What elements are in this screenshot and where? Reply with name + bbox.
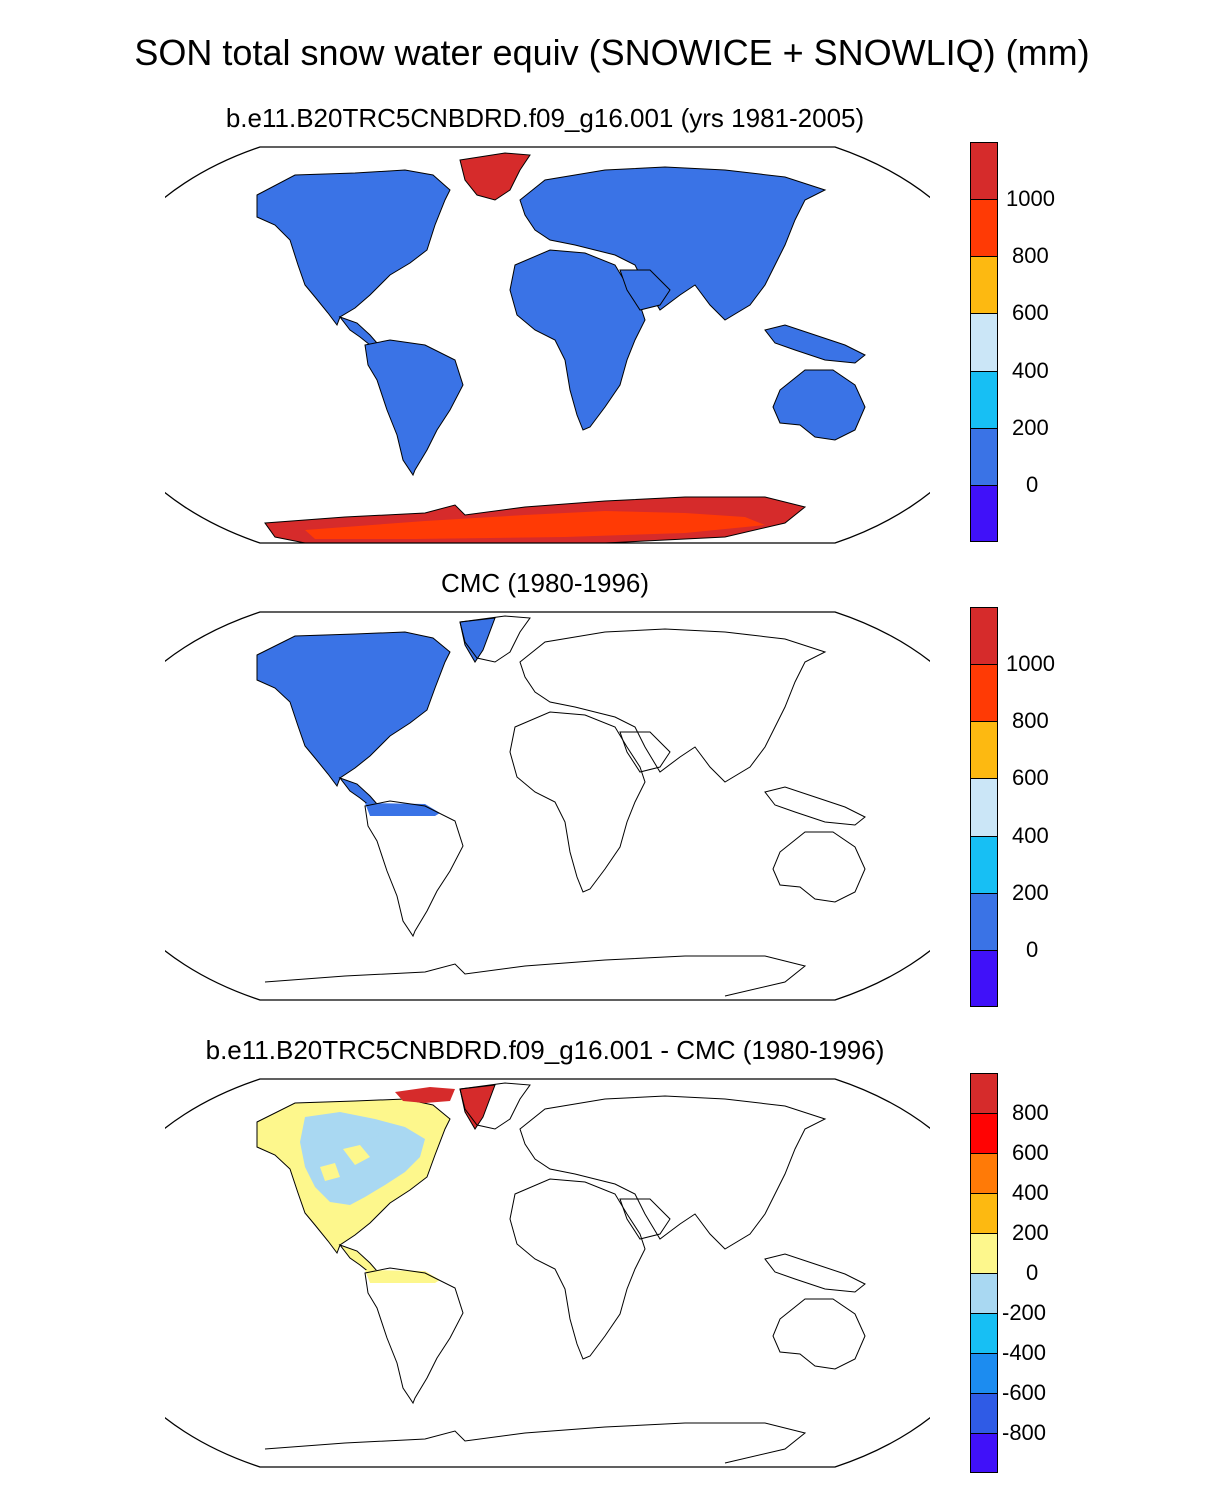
arabia-outline [619,731,671,773]
colorbar-label: -200 [1002,1300,1047,1325]
panel-2-map [165,611,930,1001]
colorbar-swatch [970,1073,998,1113]
africa-outline [509,1178,646,1360]
antarctica-outline [264,955,807,997]
north-america-negative-patch-2 [350,1123,380,1141]
colorbar-label: 1000 [1006,186,1055,212]
panel-1-fields [256,152,866,543]
colorbar-swatch [970,949,998,1007]
colorbar-label: 800 [1012,243,1049,269]
colorbar-swatch [970,484,998,542]
north-america-landmass [256,631,451,788]
central-america-landmass [338,776,378,807]
colorbar-label: 200 [1012,879,1049,905]
greenland-field [459,617,496,663]
australia-outline [772,1298,866,1370]
greenland-field [459,1084,496,1130]
panel-1-colorbar: 1000 800 600 400 200 0 [970,142,1055,542]
colorbar-swatch [970,427,998,485]
colorbar-swatch [970,607,998,665]
panel-2-colorbar: 1000 800 600 400 200 0 [970,607,1055,1007]
south-america-landmass [364,339,464,477]
colorbar-label: 200 [1012,1220,1049,1245]
arabia-outline [619,1198,671,1240]
eurasia-outline [519,1095,827,1250]
colorbar-label: -800 [1002,1420,1047,1445]
colorbar-swatch [970,1393,998,1433]
south-america-outline [364,1267,464,1405]
panel-1-map [165,146,930,544]
panel-3-title: b.e11.B20TRC5CNBDRD.f09_g16.001 - CMC (1… [205,1035,885,1065]
colorbar-swatch [970,1273,998,1313]
panel-2-map-border [165,611,930,1001]
colorbar-swatch [970,199,998,257]
africa-landmass [509,249,646,431]
colorbar-swatch [970,778,998,836]
colorbar-swatch [970,1353,998,1393]
panel-3-map-border [165,1078,930,1468]
colorbar-swatch [970,142,998,200]
se-asia-islands [764,324,866,364]
colorbar-label: -400 [1002,1340,1047,1365]
south-america-north-field [365,803,440,816]
se-asia-outline [764,1253,866,1293]
colorbar-label: 600 [1012,300,1049,326]
north-america-landmass [256,169,451,327]
colorbar-swatch [970,1113,998,1153]
greenland-landmass [459,152,531,201]
colorbar-swatch [970,1153,998,1193]
se-asia-outline [764,786,866,826]
colorbar-swatch [970,313,998,371]
colorbar-label: 800 [1012,1100,1049,1125]
south-america-north-field [365,1270,440,1283]
arabia-landmass [619,269,671,311]
arctic-islands-positive [395,1087,455,1103]
north-america-positive-patch [343,1145,370,1165]
colorbar-label: 400 [1012,357,1049,383]
panel-1-title: b.e11.B20TRC5CNBDRD.f09_g16.001 (yrs 198… [225,103,865,133]
colorbar-label: 0 [1026,1260,1039,1285]
colorbar-label: 200 [1012,414,1049,440]
colorbar-swatch [970,835,998,893]
figure-title: SON total snow water equiv (SNOWICE + SN… [134,32,1090,73]
colorbar-swatch [970,721,998,779]
colorbar-swatch [970,1433,998,1473]
colorbar-swatch [970,1233,998,1273]
central-america-landmass [338,315,378,346]
colorbar-label: 0 [1026,471,1039,497]
panel-1-map-border [165,146,930,544]
colorbar-swatch [970,256,998,314]
antarctica-outline [264,1422,807,1464]
australia-outline [772,831,866,903]
colorbar-label: 400 [1012,822,1049,848]
colorbar-label: 0 [1026,936,1039,962]
south-america-outline [364,800,464,938]
colorbar-label: 400 [1012,1180,1049,1205]
colorbar-swatch [970,1313,998,1353]
panel-3-fields [256,1082,866,1464]
greenland-outline [459,1082,531,1130]
colorbar-label: 600 [1012,1140,1049,1165]
colorbar-label: 800 [1012,708,1049,734]
panel-3-map [165,1078,930,1468]
africa-outline [509,711,646,893]
eurasia-landmass [519,166,827,321]
eurasia-outline [519,628,827,783]
colorbar-swatch [970,892,998,950]
colorbar-label: 1000 [1006,651,1055,677]
antarctica-fringe [305,511,765,539]
colorbar-label: -600 [1002,1380,1047,1405]
australia-landmass [772,369,866,441]
central-america-landmass [338,1243,378,1274]
panel-2-fields [256,615,866,997]
north-america-positive-patch-2 [320,1163,340,1181]
panel-2-title: CMC (1980-1996) [440,568,650,598]
panel-3-colorbar: 800 600 400 200 0 -200 -400 -600 -800 [970,1073,1049,1473]
colorbar-swatch [970,664,998,722]
colorbar-swatch [970,370,998,428]
colorbar-label: 600 [1012,765,1049,791]
colorbar-swatch [970,1193,998,1233]
greenland-outline [459,615,531,663]
